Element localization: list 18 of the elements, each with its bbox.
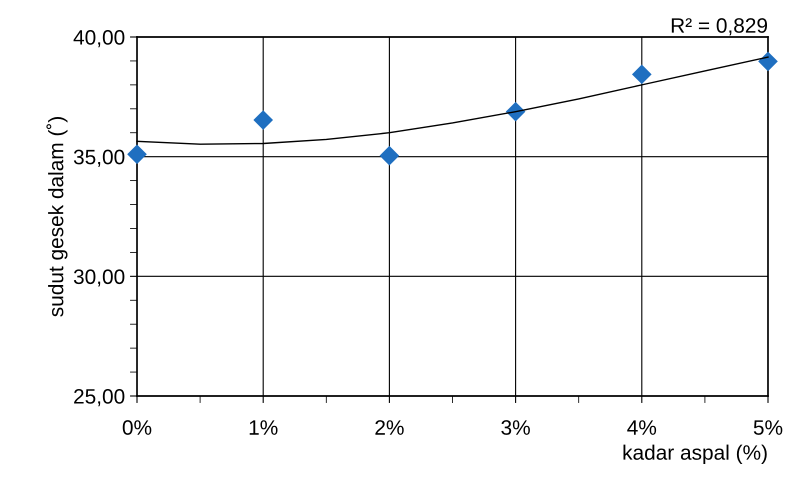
point [127, 144, 147, 164]
point [758, 52, 778, 71]
x-tick-label: 4% [627, 420, 656, 435]
y-axis-title: sudut gesek dalam (˚) [46, 117, 68, 317]
y-tick-label: 30,00 [74, 269, 124, 287]
x-tick-label: 0% [122, 420, 152, 435]
x-tick-label: 1% [250, 420, 278, 435]
text: R² = 0,829 [672, 18, 768, 36]
x-tick-label: 3% [501, 420, 530, 435]
point [632, 64, 652, 84]
y-tick-label: 25,00 [74, 389, 124, 406]
x-axis-title: kadar aspal (%) [624, 444, 767, 464]
point [380, 146, 399, 166]
point [254, 110, 273, 130]
y-tick-label: 40,00 [74, 30, 124, 48]
y-tick-label: 35,00 [74, 150, 124, 167]
x-tick-label: 2% [375, 420, 404, 435]
x-tick-label: 5% [754, 420, 782, 435]
